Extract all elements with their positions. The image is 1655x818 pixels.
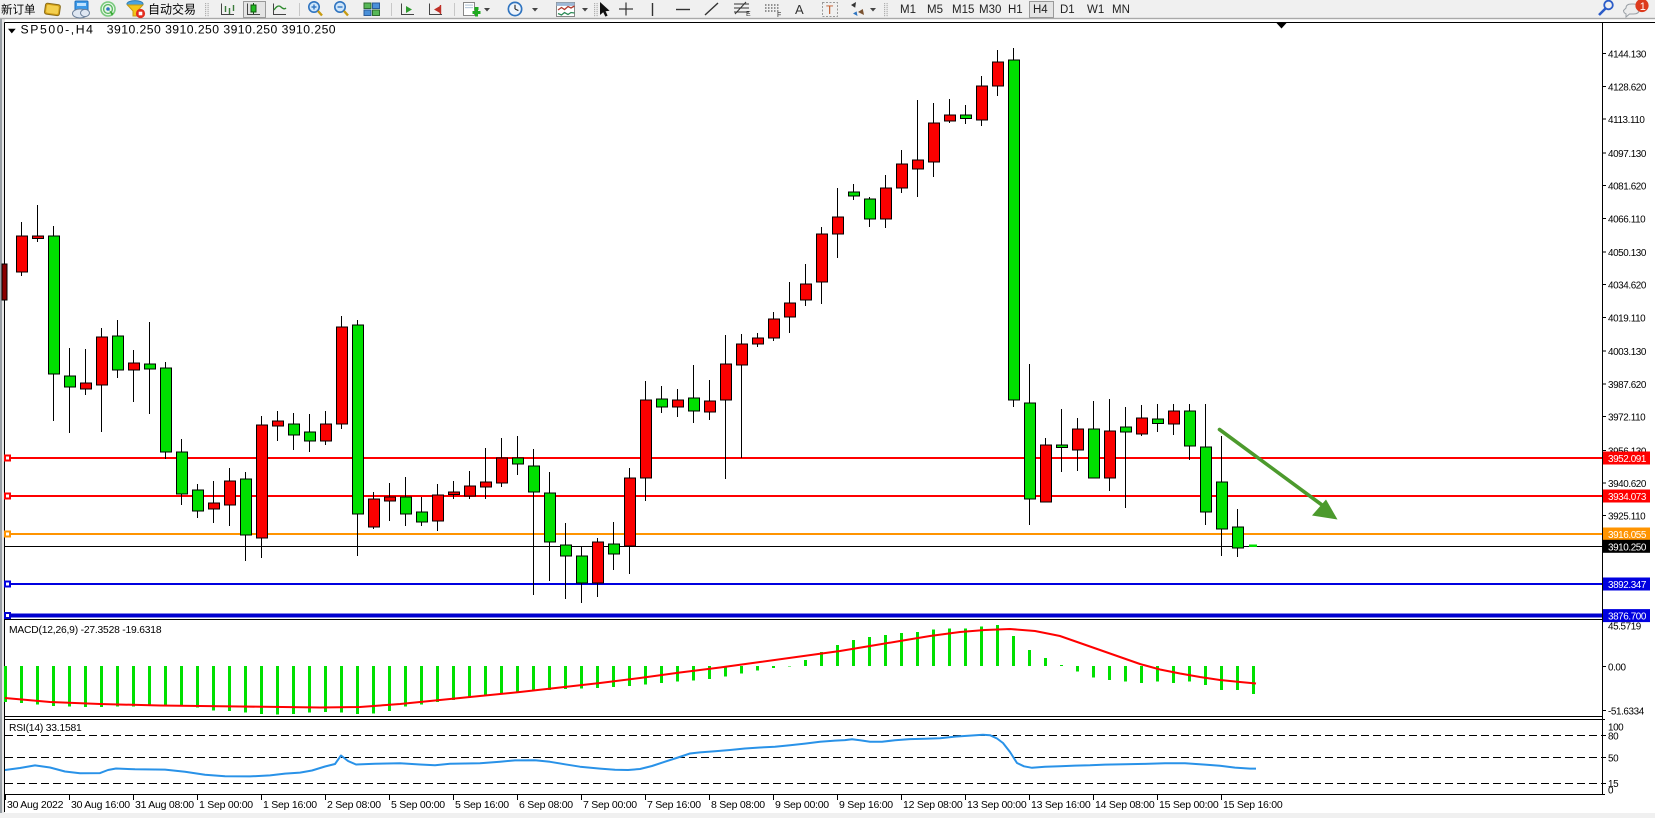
- svg-text:4050.130: 4050.130: [1608, 248, 1647, 259]
- svg-text:4113.110: 4113.110: [1608, 115, 1645, 126]
- svg-text:13 Sep 00:00: 13 Sep 00:00: [967, 799, 1027, 811]
- svg-text:4081.620: 4081.620: [1608, 182, 1647, 193]
- svg-text:4144.130: 4144.130: [1608, 50, 1647, 61]
- svg-text:31 Aug 08:00: 31 Aug 08:00: [135, 799, 194, 811]
- svg-text:4019.110: 4019.110: [1608, 313, 1646, 324]
- svg-text:M5: M5: [927, 4, 943, 16]
- svg-text:5 Sep 16:00: 5 Sep 16:00: [455, 799, 509, 811]
- svg-text:3892.347: 3892.347: [1608, 580, 1646, 591]
- svg-text:100: 100: [1608, 722, 1624, 733]
- svg-text:T: T: [826, 3, 834, 17]
- svg-text:15 Sep 00:00: 15 Sep 00:00: [1159, 799, 1219, 811]
- svg-text:9 Sep 16:00: 9 Sep 16:00: [839, 799, 893, 811]
- svg-text:3952.091: 3952.091: [1608, 454, 1647, 465]
- svg-text:3910.250: 3910.250: [1608, 542, 1647, 553]
- svg-text:新订单: 新订单: [1, 3, 36, 17]
- svg-text:4066.110: 4066.110: [1608, 214, 1646, 225]
- svg-text:3940.620: 3940.620: [1608, 479, 1647, 490]
- svg-text:0.00: 0.00: [1608, 662, 1627, 673]
- svg-text:5 Sep 00:00: 5 Sep 00:00: [391, 799, 445, 811]
- svg-text:自动交易: 自动交易: [148, 2, 196, 17]
- svg-text:6 Sep 08:00: 6 Sep 08:00: [519, 799, 573, 811]
- svg-text:80: 80: [1608, 732, 1619, 743]
- svg-text:7 Sep 16:00: 7 Sep 16:00: [647, 799, 701, 811]
- svg-text:12 Sep 08:00: 12 Sep 08:00: [903, 799, 963, 811]
- svg-text:M30: M30: [979, 4, 1001, 16]
- svg-text:3916.055: 3916.055: [1608, 530, 1647, 541]
- svg-text:0: 0: [1608, 785, 1614, 796]
- svg-text:H4: H4: [1033, 4, 1048, 16]
- svg-text:1: 1: [1640, 1, 1646, 13]
- svg-text:3987.620: 3987.620: [1608, 380, 1647, 391]
- svg-text:4097.130: 4097.130: [1608, 149, 1647, 160]
- svg-text:M1: M1: [900, 4, 916, 16]
- svg-text:RSI(14) 33.1581: RSI(14) 33.1581: [9, 723, 82, 734]
- svg-text:4034.620: 4034.620: [1608, 281, 1647, 292]
- svg-text:4003.130: 4003.130: [1608, 347, 1647, 358]
- svg-text:3925.110: 3925.110: [1608, 512, 1646, 523]
- svg-text:9 Sep 00:00: 9 Sep 00:00: [775, 799, 829, 811]
- svg-text:1 Sep 16:00: 1 Sep 16:00: [263, 799, 317, 811]
- svg-text:-51.6334: -51.6334: [1608, 706, 1645, 717]
- svg-text:7 Sep 00:00: 7 Sep 00:00: [583, 799, 637, 811]
- svg-text:E: E: [746, 11, 751, 18]
- svg-text:8 Sep 08:00: 8 Sep 08:00: [711, 799, 765, 811]
- svg-text:MN: MN: [1112, 4, 1130, 16]
- svg-text:SP500-,H4: SP500-,H4: [21, 23, 95, 37]
- svg-text:W1: W1: [1087, 4, 1104, 16]
- svg-text:F: F: [777, 12, 781, 19]
- svg-text:D1: D1: [1060, 4, 1075, 16]
- svg-text:4128.620: 4128.620: [1608, 82, 1647, 93]
- svg-text:2 Sep 08:00: 2 Sep 08:00: [327, 799, 381, 811]
- svg-text:A: A: [795, 2, 804, 17]
- svg-text:15 Sep 16:00: 15 Sep 16:00: [1223, 799, 1283, 811]
- svg-text:3876.700: 3876.700: [1608, 612, 1647, 623]
- svg-text:30 Aug 16:00: 30 Aug 16:00: [71, 799, 130, 811]
- svg-text:M15: M15: [952, 4, 974, 16]
- svg-text:14 Sep 08:00: 14 Sep 08:00: [1095, 799, 1155, 811]
- svg-text:1 Sep 00:00: 1 Sep 00:00: [199, 799, 253, 811]
- svg-text:15: 15: [1608, 779, 1619, 790]
- svg-text:3910.250 3910.250 3910.250 391: 3910.250 3910.250 3910.250 3910.250: [107, 23, 336, 37]
- svg-text:50: 50: [1608, 753, 1619, 764]
- svg-text:3972.110: 3972.110: [1608, 413, 1646, 424]
- svg-text:MACD(12,26,9) -27.3528 -19.631: MACD(12,26,9) -27.3528 -19.6318: [9, 625, 162, 636]
- svg-text:13 Sep 16:00: 13 Sep 16:00: [1031, 799, 1091, 811]
- svg-text:3934.073: 3934.073: [1608, 492, 1647, 503]
- svg-text:H1: H1: [1008, 4, 1023, 16]
- svg-text:45.5719: 45.5719: [1608, 622, 1642, 633]
- svg-text:30 Aug 2022: 30 Aug 2022: [7, 799, 64, 811]
